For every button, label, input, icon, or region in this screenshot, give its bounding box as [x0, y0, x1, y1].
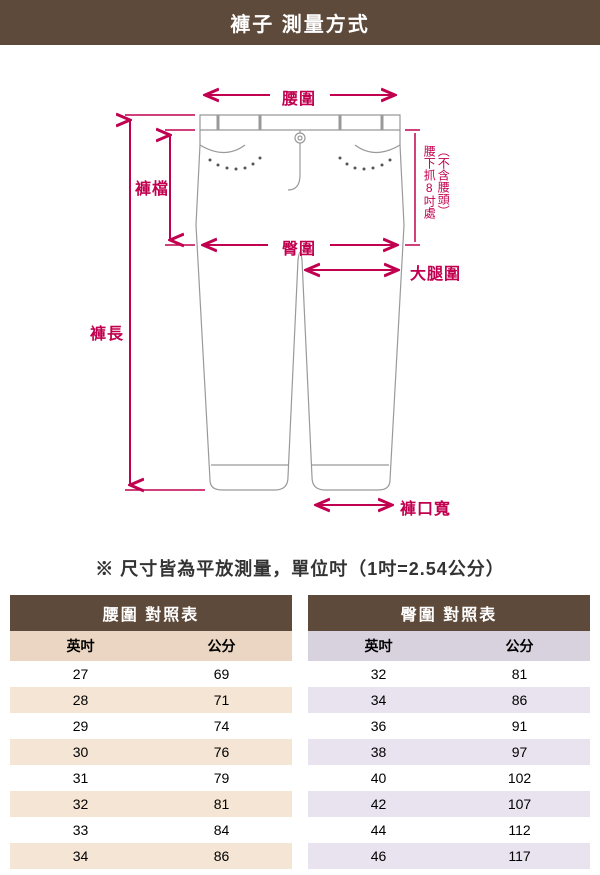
- table-row: 3897: [308, 739, 590, 765]
- label-hip: 臀圍: [282, 235, 316, 259]
- table-row: 42107: [308, 791, 590, 817]
- table-row: 44112: [308, 817, 590, 843]
- table-row: 40102: [308, 765, 590, 791]
- table-row: 3486: [10, 843, 292, 869]
- col-cm: 公分: [449, 631, 590, 661]
- label-rise: 褲檔: [135, 175, 169, 199]
- table-row: 3691: [308, 713, 590, 739]
- measurement-note: ※ 尺寸皆為平放測量，單位吋（1吋=2.54公分）: [0, 545, 600, 595]
- hip-table: 臀圍 對照表英吋公分328134863691389740102421074411…: [308, 595, 590, 869]
- label-length: 褲長: [90, 320, 124, 344]
- measurement-arrows: [125, 95, 420, 505]
- label-side-note-1: 腰下抓8吋處: [422, 145, 435, 219]
- table-row: 3486: [308, 687, 590, 713]
- col-inch: 英吋: [10, 631, 151, 661]
- table-row: 3179: [10, 765, 292, 791]
- table-row: 3281: [308, 661, 590, 687]
- waist-table: 腰圍 對照表英吋公分276928712974307631793281338434…: [10, 595, 292, 869]
- table-row: 3384: [10, 817, 292, 843]
- table-row: 2769: [10, 661, 292, 687]
- page-title-text: 褲子 測量方式: [230, 14, 370, 36]
- table-row: 2974: [10, 713, 292, 739]
- page-title: 褲子 測量方式: [0, 0, 600, 45]
- table-row: 2871: [10, 687, 292, 713]
- label-side-note-2: （不含腰頭）: [436, 145, 449, 217]
- label-thigh: 大腿圍: [410, 260, 461, 284]
- table-row: 46117: [308, 843, 590, 869]
- table-row: 3281: [10, 791, 292, 817]
- table-title: 臀圍 對照表: [308, 595, 590, 631]
- pants-outline: [196, 115, 404, 490]
- label-hem: 褲口寬: [400, 495, 451, 519]
- col-cm: 公分: [151, 631, 292, 661]
- label-waist: 腰圍: [282, 85, 316, 109]
- col-inch: 英吋: [308, 631, 449, 661]
- table-title: 腰圍 對照表: [10, 595, 292, 631]
- conversion-tables: 腰圍 對照表英吋公分276928712974307631793281338434…: [0, 595, 600, 869]
- table-row: 3076: [10, 739, 292, 765]
- measurement-diagram: 腰圍 褲檔 臀圍 大腿圍 褲長 褲口寬 腰下抓8吋處 （不含腰頭）: [0, 45, 600, 545]
